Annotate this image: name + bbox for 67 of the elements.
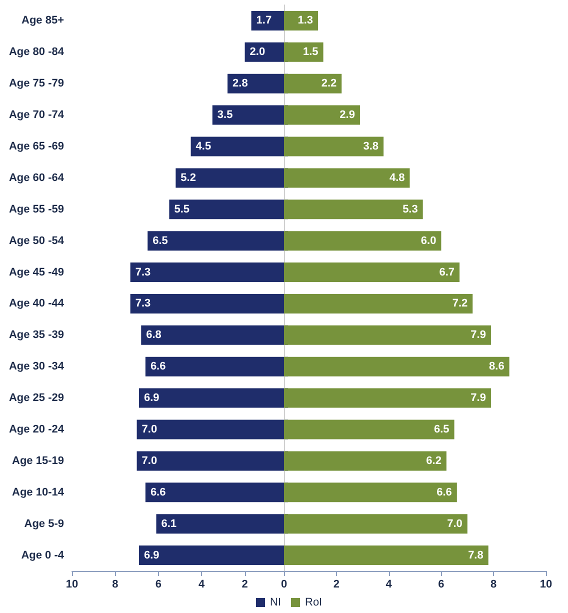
data-label: 2.2 xyxy=(321,78,337,90)
x-tick-label: 6 xyxy=(155,578,162,590)
data-label: 6.8 xyxy=(146,329,162,342)
x-tick-label: 10 xyxy=(66,578,78,590)
x-tick-label: 10 xyxy=(540,578,552,590)
y-tick-label: Age 10-14 xyxy=(12,486,65,498)
data-label: 5.3 xyxy=(402,203,418,216)
x-tick-label: 4 xyxy=(198,578,206,590)
y-tick-label: Age 50 -54 xyxy=(8,234,65,247)
data-label: 7.3 xyxy=(135,298,151,310)
y-tick-label: Age 80 -84 xyxy=(8,46,65,58)
data-label: 7.0 xyxy=(447,518,462,530)
data-label: 6.1 xyxy=(161,518,177,530)
data-label: 1.7 xyxy=(256,14,272,27)
data-label: 6.6 xyxy=(150,486,166,498)
x-tick-label: 8 xyxy=(490,578,497,590)
data-label: 1.3 xyxy=(298,14,314,27)
x-tick-label: 4 xyxy=(386,578,393,590)
data-label: 4.8 xyxy=(389,172,405,184)
data-label: 5.2 xyxy=(180,172,196,184)
x-tick-label: 8 xyxy=(112,578,118,590)
data-label: 6.2 xyxy=(426,454,442,467)
data-label: 3.5 xyxy=(217,109,233,122)
data-label: 2.9 xyxy=(340,109,355,122)
x-tick-label: 2 xyxy=(333,578,340,590)
data-label: 4.5 xyxy=(196,140,212,152)
y-tick-label: Age 65 -69 xyxy=(8,140,64,152)
y-tick-label: Age 55 -59 xyxy=(8,203,64,216)
y-tick-label: Age 40 -44 xyxy=(8,298,65,310)
y-tick-label: Age 5-9 xyxy=(24,518,64,530)
y-tick-label: Age 45 -49 xyxy=(8,266,64,278)
data-label: 5.5 xyxy=(174,203,190,216)
data-label: 7.2 xyxy=(452,298,468,310)
data-label: 6.0 xyxy=(420,234,436,247)
data-label: 6.5 xyxy=(434,424,450,436)
data-label: 6.6 xyxy=(436,486,452,498)
y-tick-label: Age 25 -29 xyxy=(8,392,64,404)
data-label: 8.6 xyxy=(489,360,504,373)
data-label: 7.8 xyxy=(468,549,484,562)
data-label: 7.3 xyxy=(135,266,151,278)
data-label: 7.0 xyxy=(142,454,158,467)
data-label: 6.7 xyxy=(439,266,455,278)
data-label: 6.6 xyxy=(150,360,166,373)
y-tick-label: Age 70 -74 xyxy=(8,109,65,122)
x-tick-label: 6 xyxy=(438,578,444,590)
data-label: 2.0 xyxy=(250,46,266,58)
legend-label: NI xyxy=(270,596,281,608)
data-label: 6.9 xyxy=(144,392,160,404)
y-tick-label: Age 0 -4 xyxy=(21,549,65,562)
data-label: 7.9 xyxy=(470,392,486,404)
y-tick-label: Age 15-19 xyxy=(12,454,64,467)
x-tick-label: 2 xyxy=(242,578,248,590)
y-tick-label: Age 35 -39 xyxy=(8,329,64,342)
data-label: 7.0 xyxy=(142,424,158,436)
data-label: 6.5 xyxy=(152,234,168,247)
y-tick-label: Age 20 -24 xyxy=(8,424,65,436)
y-tick-label: Age 60 -64 xyxy=(8,172,65,184)
data-label: 2.8 xyxy=(232,78,248,90)
data-label: 7.9 xyxy=(470,329,486,342)
x-tick-label: 0 xyxy=(280,578,288,590)
legend-label: RoI xyxy=(305,596,322,608)
y-tick-label: Age 85+ xyxy=(22,14,64,27)
data-label: 3.8 xyxy=(363,140,379,152)
data-label: 1.5 xyxy=(303,46,318,58)
y-tick-label: Age 75 -79 xyxy=(8,78,64,90)
data-label: 6.9 xyxy=(144,549,160,562)
y-tick-label: Age 30 -34 xyxy=(8,360,65,373)
